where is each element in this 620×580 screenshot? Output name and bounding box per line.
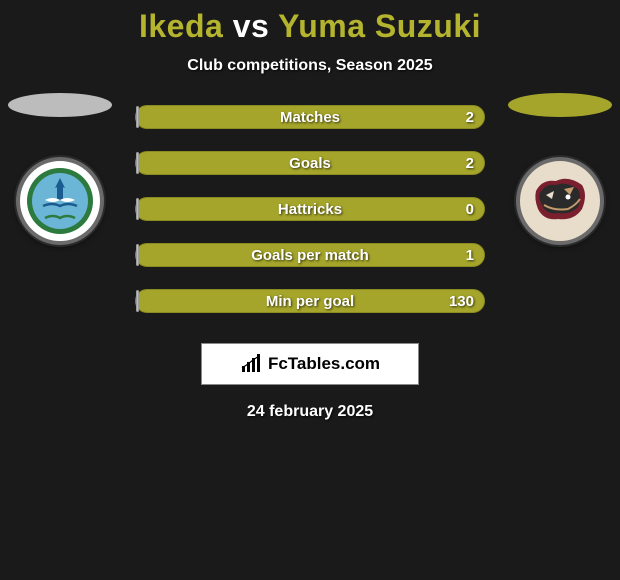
stat-right-value: 2 bbox=[466, 155, 474, 172]
team-logo-left bbox=[16, 157, 104, 245]
coyotes-style-logo bbox=[524, 165, 596, 237]
page-title: Ikeda vs Yuma Suzuki bbox=[139, 8, 481, 45]
stat-row-matches: Matches 2 bbox=[135, 105, 485, 129]
stat-right-value: 130 bbox=[449, 293, 474, 310]
stat-right-value: 2 bbox=[466, 109, 474, 126]
main-area: Matches 2 Goals 2 Hattricks 0 Goals per … bbox=[0, 105, 620, 313]
brand-text: FcTables.com bbox=[268, 354, 380, 374]
stat-row-min-per-goal: Min per goal 130 bbox=[135, 289, 485, 313]
stat-label: Matches bbox=[136, 109, 484, 126]
brand-box[interactable]: FcTables.com bbox=[201, 343, 419, 385]
title-player2: Yuma Suzuki bbox=[278, 8, 481, 44]
player-left-ellipse bbox=[8, 93, 112, 117]
stat-row-goals-per-match: Goals per match 1 bbox=[135, 243, 485, 267]
title-player1: Ikeda bbox=[139, 8, 223, 44]
player-right-ellipse bbox=[508, 93, 612, 117]
stat-label: Goals bbox=[136, 155, 484, 172]
stat-label: Goals per match bbox=[136, 247, 484, 264]
bar-chart-icon bbox=[240, 354, 264, 374]
stats-list: Matches 2 Goals 2 Hattricks 0 Goals per … bbox=[135, 105, 485, 313]
team-logo-right bbox=[516, 157, 604, 245]
player-left-column bbox=[0, 93, 120, 245]
stat-right-value: 0 bbox=[466, 201, 474, 218]
date-label: 24 february 2025 bbox=[247, 403, 373, 421]
shonan-bellmare-logo bbox=[25, 166, 95, 236]
stats-card: Ikeda vs Yuma Suzuki Club competitions, … bbox=[0, 0, 620, 421]
player-right-column bbox=[500, 93, 620, 245]
stat-row-goals: Goals 2 bbox=[135, 151, 485, 175]
stat-label: Min per goal bbox=[136, 293, 484, 310]
subtitle: Club competitions, Season 2025 bbox=[187, 57, 432, 75]
stat-row-hattricks: Hattricks 0 bbox=[135, 197, 485, 221]
title-vs: vs bbox=[223, 8, 278, 44]
stat-label: Hattricks bbox=[136, 201, 484, 218]
stat-right-value: 1 bbox=[466, 247, 474, 264]
